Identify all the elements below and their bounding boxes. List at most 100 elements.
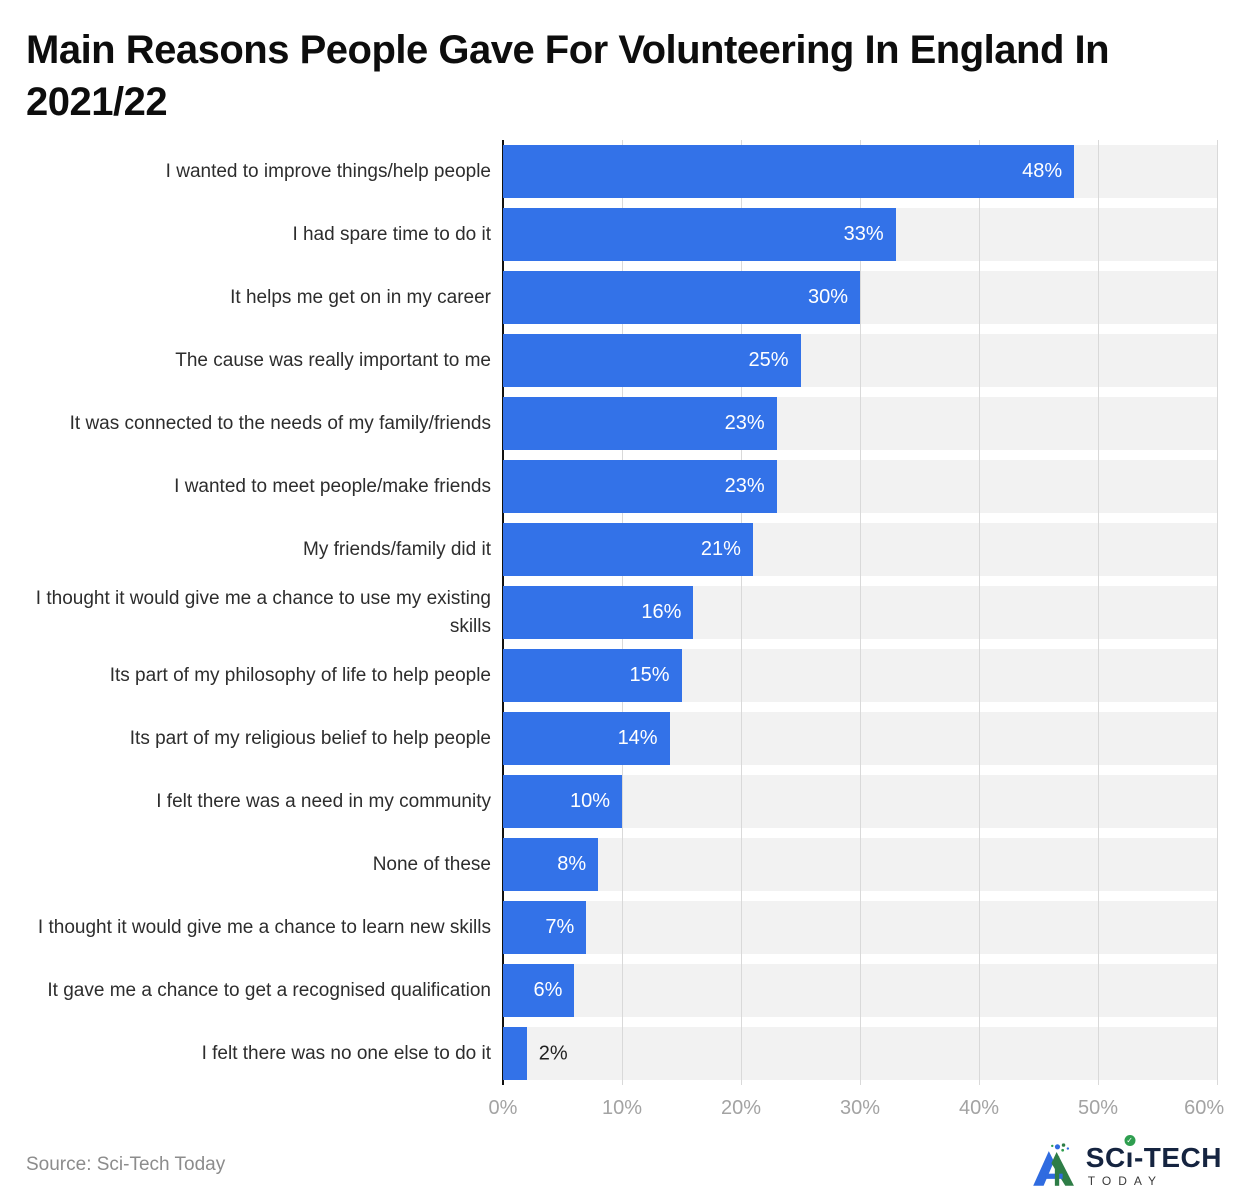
bar-value-label: 16%	[641, 601, 682, 623]
x-tick-label: 60%	[1184, 1097, 1225, 1119]
bar-row: It gave me a chance to get a recognised …	[0, 959, 1240, 1022]
plot-cell: 7%	[503, 896, 1217, 959]
bar-row: None of these 8%	[0, 833, 1240, 896]
row-band: 2%	[503, 1027, 1217, 1080]
row-band: 48%	[503, 145, 1217, 198]
bar: 23%	[503, 460, 777, 513]
row-band: 25%	[503, 334, 1217, 387]
category-label: It was connected to the needs of my fami…	[69, 412, 491, 434]
page-title: Main Reasons People Gave For Volunteerin…	[26, 28, 1110, 124]
bar-value-label: 23%	[724, 475, 765, 497]
bar-value-label: 10%	[569, 790, 610, 812]
row-band: 30%	[503, 271, 1217, 324]
bar-value-label: 2%	[538, 1042, 568, 1064]
logo-part-suffix: -TECH	[1133, 1141, 1222, 1173]
bar-row: It helps me get on in my career 30%	[0, 266, 1240, 329]
bar-row: It was connected to the needs of my fami…	[0, 392, 1240, 455]
logo-text: SC ı ✓ -TECH TODAY	[1085, 1134, 1222, 1188]
category-label: The cause was really important to me	[175, 349, 491, 371]
row-band: 8%	[503, 838, 1217, 891]
bar-row: I had spare time to do it 33%	[0, 203, 1240, 266]
plot-cell: 23%	[503, 455, 1217, 518]
bar-value-label: 25%	[748, 349, 789, 371]
bar-row: I felt there was no one else to do it 2%	[0, 1022, 1240, 1085]
bar: 48%	[503, 145, 1075, 198]
logo-part-prefix: SC	[1085, 1141, 1126, 1173]
category-label: Its part of my philosophy of life to hel…	[109, 664, 491, 686]
bar: 21%	[503, 523, 753, 576]
x-tick-label: 30%	[839, 1097, 881, 1119]
plot-cell: 14%	[503, 707, 1217, 770]
category-label: I thought it would give me a chance to l…	[37, 916, 491, 938]
bar-row: The cause was really important to me 25%	[0, 329, 1240, 392]
bar-row: I wanted to improve things/help people 48…	[0, 140, 1240, 203]
bar: 6%	[503, 964, 575, 1017]
category-label: I wanted to improve things/help people	[165, 160, 491, 182]
check-icon: ✓	[1124, 1134, 1136, 1146]
bar-row: Its part of my philosophy of life to hel…	[0, 644, 1240, 707]
plot-cell: 21%	[503, 518, 1217, 581]
plot-cell: 2%	[503, 1022, 1217, 1085]
category-label: I thought it would give me a chance to u…	[35, 587, 491, 637]
bar-value-label: 23%	[724, 412, 765, 434]
bar: 7%	[503, 901, 587, 954]
category-label: My friends/family did it	[303, 538, 491, 560]
bar-value-label: 48%	[1022, 160, 1063, 182]
source-text: Source: Sci-Tech Today	[26, 1154, 226, 1175]
row-band: 10%	[503, 775, 1217, 828]
bar: 10%	[503, 775, 622, 828]
logo-wordmark: SC ı ✓ -TECH	[1085, 1134, 1222, 1173]
bar-value-label: 8%	[557, 853, 587, 875]
plot-cell: 30%	[503, 266, 1217, 329]
x-axis-ticks: 0% 10% 20% 30% 40% 50% 60%	[489, 1085, 1225, 1129]
bar-row: Its part of my religious belief to help …	[0, 707, 1240, 770]
plot-cell: 8%	[503, 833, 1217, 896]
row-band: 23%	[503, 397, 1217, 450]
plot-cell: 10%	[503, 770, 1217, 833]
category-label: I felt there was a need in my community	[156, 790, 491, 812]
row-band: 16%	[503, 586, 1217, 639]
row-band: 33%	[503, 208, 1217, 261]
row-band: 15%	[503, 649, 1217, 702]
logo: SC ı ✓ -TECH TODAY	[1028, 1134, 1222, 1190]
bar: 33%	[503, 208, 896, 261]
bar-value-label: 30%	[807, 286, 848, 308]
row-band: 21%	[503, 523, 1217, 576]
bar-row: My friends/family did it 21%	[0, 518, 1240, 581]
category-label: It gave me a chance to get a recognised …	[47, 979, 491, 1001]
bar: 16%	[503, 586, 694, 639]
bar-row: I felt there was a need in my community 1…	[0, 770, 1240, 833]
bar-value-label: 15%	[629, 664, 670, 686]
category-label: Its part of my religious belief to help …	[129, 727, 491, 749]
footer: Source: Sci-Tech Today SC ı ✓ -TECH TODAY	[0, 1134, 1240, 1190]
bar: 30%	[503, 271, 860, 324]
bar-value-label: 6%	[533, 979, 563, 1001]
category-label: I wanted to meet people/make friends	[174, 475, 491, 497]
x-tick-label: 40%	[958, 1097, 1000, 1119]
logo-today: TODAY	[1087, 1173, 1163, 1188]
bar-chart: I wanted to improve things/help people 48…	[0, 140, 1240, 1129]
logo-mark-icon	[1032, 1143, 1074, 1186]
bar: 23%	[503, 397, 777, 450]
header: Main Reasons People Gave For Volunteerin…	[0, 0, 1240, 128]
chart-rows: I wanted to improve things/help people 48…	[0, 140, 1240, 1085]
row-band: 23%	[503, 460, 1217, 513]
bar: 8%	[503, 838, 599, 891]
bar	[503, 1027, 527, 1080]
bar-value-label: 33%	[843, 223, 884, 245]
bar-row: I wanted to meet people/make friends 23%	[0, 455, 1240, 518]
bar-value-label: 7%	[545, 916, 575, 938]
plot-cell: 23%	[503, 392, 1217, 455]
plot-cell: 33%	[503, 203, 1217, 266]
row-band: 7%	[503, 901, 1217, 954]
row-band: 14%	[503, 712, 1217, 765]
x-tick-label: 20%	[720, 1097, 762, 1119]
row-band: 6%	[503, 964, 1217, 1017]
category-label: I had spare time to do it	[292, 223, 491, 245]
bar-value-label: 14%	[617, 727, 658, 749]
x-tick-label: 50%	[1077, 1097, 1119, 1119]
category-label: I felt there was no one else to do it	[201, 1042, 491, 1064]
bar: 25%	[503, 334, 801, 387]
logo-part-i: ı ✓	[1124, 1134, 1136, 1173]
bar-value-label: 21%	[700, 538, 741, 560]
